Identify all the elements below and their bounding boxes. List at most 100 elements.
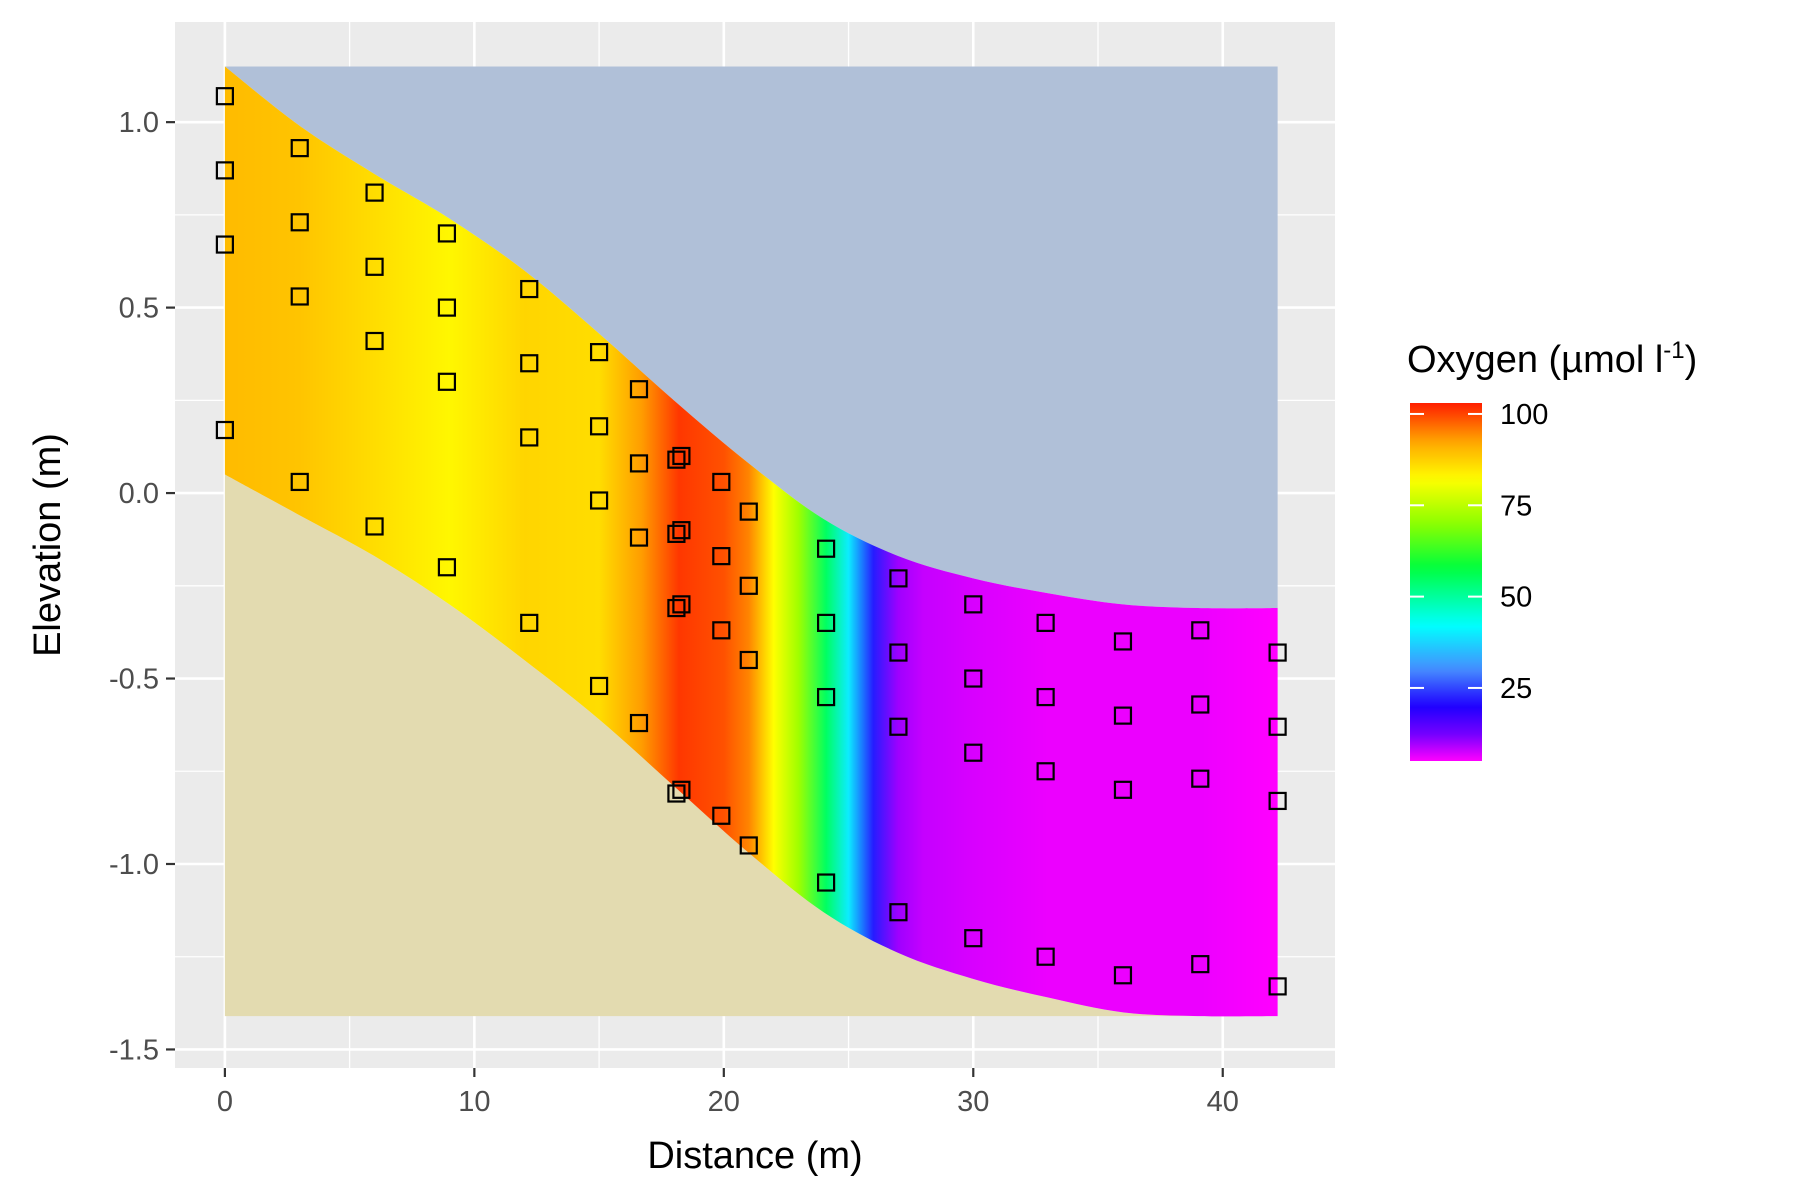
sample-point-marker [816, 613, 836, 632]
x-tick-label: 20 [708, 1086, 740, 1118]
sample-point-marker [520, 279, 539, 299]
sample-point-marker [712, 621, 731, 640]
sample-point-marker [816, 873, 836, 892]
sample-point-marker [1191, 769, 1210, 788]
sample-point-marker [589, 417, 609, 436]
sample-point-marker [589, 343, 609, 362]
sample-point-marker [672, 446, 691, 466]
sample-point-marker [629, 454, 649, 473]
sample-point-marker [712, 472, 731, 492]
sample-point-marker [1113, 966, 1133, 985]
y-tick-label: 0.0 [119, 478, 159, 510]
sample-point-marker [589, 491, 609, 510]
sample-point-marker [667, 450, 686, 469]
sample-point-marker [589, 676, 609, 696]
y-axis: 1.0 0.5 0.0 -0.5 -1.0 -1.5 [109, 107, 175, 1066]
sample-point-marker [290, 139, 309, 158]
color-legend: Oxygen (µmol l-1) 100 75 50 25 [1407, 337, 1697, 761]
sample-point-marker [1113, 706, 1133, 725]
sample-point-marker [520, 428, 539, 447]
sample-point-marker [739, 502, 758, 521]
sample-point-marker [739, 576, 758, 595]
sample-point-marker [629, 528, 649, 547]
sample-point-marker [964, 743, 983, 762]
sample-point-marker [437, 372, 457, 391]
sample-point-marker [290, 287, 309, 306]
sample-point-marker [290, 213, 309, 232]
x-axis-title: Distance (m) [647, 1135, 862, 1177]
x-tick-label: 30 [957, 1086, 989, 1118]
sample-point-marker [1036, 947, 1055, 966]
sample-point-marker [672, 780, 691, 799]
sample-point-marker [816, 687, 836, 707]
sample-point-marker [629, 713, 649, 733]
legend-ticks: 100 75 50 25 [1410, 399, 1548, 705]
sample-point-marker [290, 472, 309, 492]
sample-point-marker [667, 784, 686, 803]
sample-point-marker [437, 298, 457, 317]
legend-tick-label: 100 [1500, 399, 1548, 431]
sample-point-marker [739, 650, 758, 670]
sample-point-marker [1191, 621, 1210, 640]
sample-point-marker [1036, 762, 1055, 781]
sample-point-marker [712, 806, 731, 825]
sample-point-marker [889, 643, 908, 662]
sample-point-marker [889, 569, 908, 588]
legend-title-main: Oxygen (µmol l [1407, 339, 1663, 381]
y-tick-label: 1.0 [119, 107, 159, 139]
sample-point-marker [667, 524, 686, 543]
oxygen-field [224, 66, 1278, 1017]
sample-point-marker [816, 539, 836, 558]
sample-point-marker [1268, 717, 1287, 736]
sample-point-marker [964, 929, 983, 948]
x-tick-label: 40 [1207, 1086, 1239, 1118]
legend-tick-label: 50 [1500, 582, 1532, 614]
legend-tick-label: 25 [1500, 673, 1532, 705]
sample-point-marker [1113, 632, 1133, 651]
sample-point-marker [964, 669, 983, 688]
sediment-area [224, 474, 1278, 1017]
sample-point-marker [1191, 695, 1210, 714]
y-tick-label: -1.5 [109, 1034, 159, 1066]
y-tick-label: 0.5 [119, 293, 159, 325]
sample-point-marker [437, 224, 457, 243]
y-tick-label: -0.5 [109, 664, 159, 696]
sample-point-marker [667, 598, 686, 618]
sample-point-marker [889, 903, 908, 922]
x-tick-label: 0 [217, 1086, 233, 1118]
sample-point-marker [1036, 613, 1055, 632]
sample-point-marker [215, 87, 234, 106]
sample-point-marker [1268, 643, 1287, 662]
sample-point-marker [712, 547, 731, 566]
legend-title: Oxygen (µmol l-1) [1407, 337, 1697, 381]
sample-point-marker [964, 595, 983, 614]
sample-point-marker [520, 613, 539, 632]
sample-point-marker [215, 235, 234, 254]
sample-point-marker [629, 380, 649, 399]
sample-point-marker [365, 331, 384, 351]
sample-point-marker [1191, 955, 1210, 974]
legend-colorbar [1410, 403, 1482, 761]
sample-point-marker [437, 558, 457, 577]
water-area [224, 66, 1278, 609]
sample-point-marker [739, 836, 758, 855]
sample-point-marker [520, 354, 539, 373]
x-tick-label: 10 [458, 1086, 490, 1118]
legend-title-close: ) [1685, 339, 1698, 381]
y-tick-label: -1.0 [109, 849, 159, 881]
sample-point-marker [1036, 687, 1055, 707]
sample-point-marker [1268, 977, 1287, 996]
sample-points [215, 87, 1287, 996]
sample-point-marker [672, 521, 691, 540]
sample-point-marker [365, 257, 384, 276]
sample-point-marker [215, 161, 234, 180]
legend-tick-label: 75 [1500, 490, 1532, 522]
sample-point-marker [672, 595, 691, 614]
x-axis: 0 10 20 30 40 [217, 1068, 1239, 1118]
plot-area [215, 66, 1287, 1017]
legend-title-superscript: -1 [1663, 337, 1684, 364]
sample-point-marker [1113, 780, 1133, 799]
sample-point-marker [1268, 791, 1287, 811]
y-axis-title: Elevation (m) [27, 433, 69, 657]
